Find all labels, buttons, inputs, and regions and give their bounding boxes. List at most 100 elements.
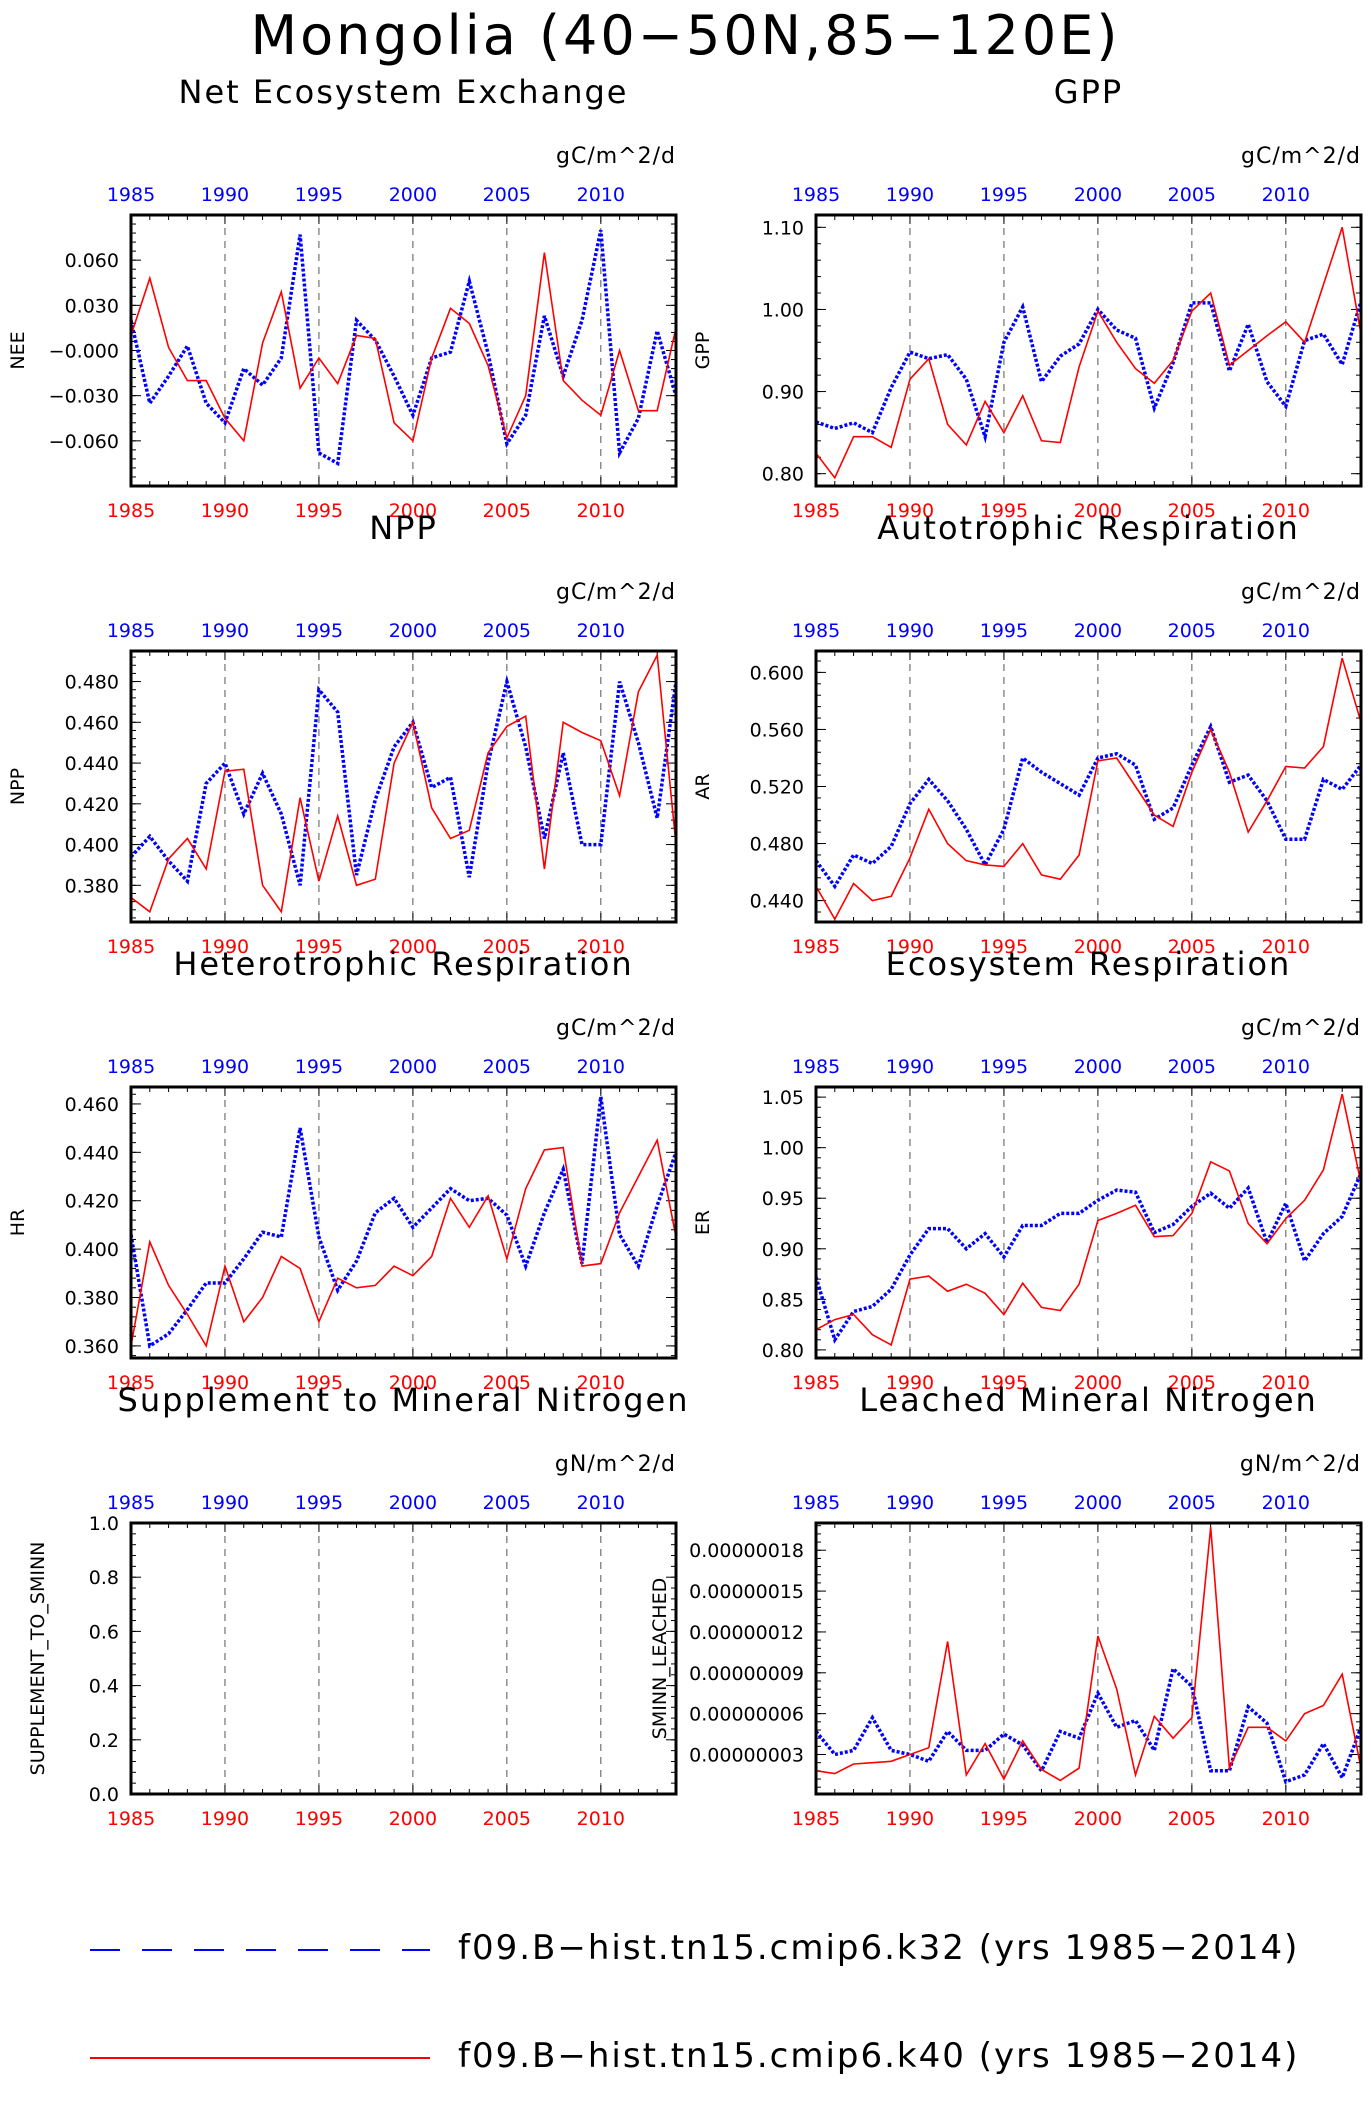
panel-sminn-leached: Leached Mineral Nitrogen gN/m^2/d 1985 1985… — [649, 1381, 1363, 1830]
panel-units: gC/m^2/d — [1241, 144, 1361, 169]
x-tick-label-bottom: 2005 — [483, 936, 531, 958]
x-tick-label-bottom: 1990 — [886, 1808, 934, 1830]
x-tick-label-bottom: 1990 — [886, 500, 934, 522]
x-tick-label-bottom: 1990 — [201, 936, 249, 958]
y-axis-label: SMINN_LEACHED — [649, 1578, 671, 1739]
x-tick-label-top: 2000 — [389, 1056, 437, 1078]
y-tick-label: 0.00000015 — [689, 1581, 804, 1603]
y-tick-label: 1.10 — [762, 217, 804, 239]
panel-npp: NPP gC/m^2/d 1985 1985 1990 1990 1995 1995 2000 2… — [7, 509, 678, 958]
x-tick-label-bottom: 2000 — [1074, 1372, 1122, 1394]
series-line-k32 — [131, 674, 676, 886]
x-tick-label-top: 2005 — [483, 1056, 531, 1078]
x-tick-label-top: 2010 — [1262, 1492, 1310, 1514]
series-line-k32 — [816, 721, 1361, 890]
series-line-k40 — [131, 252, 676, 443]
y-tick-label: 0.4 — [89, 1676, 119, 1698]
x-tick-label-top: 2010 — [1262, 184, 1310, 206]
x-tick-label-bottom: 1995 — [295, 500, 343, 522]
y-tick-label: 0.440 — [65, 753, 119, 775]
y-tick-label: 0.90 — [762, 382, 804, 404]
y-tick-label: 0.480 — [65, 672, 119, 694]
panel-supplement-to-sminn: Supplement to Mineral Nitrogen gN/m^2/d 19… — [27, 1381, 687, 1830]
legend-swatch-solid — [90, 2057, 430, 2059]
x-tick-label-bottom: 2005 — [483, 1372, 531, 1394]
x-tick-label-top: 2000 — [1074, 1492, 1122, 1514]
x-tick-label-top: 1985 — [792, 184, 840, 206]
panel-title: Autotrophic Respiration — [877, 509, 1300, 547]
x-tick-label-top: 1995 — [980, 1492, 1028, 1514]
x-tick-label-top: 2000 — [1074, 1056, 1122, 1078]
plot-frame — [814, 1521, 1363, 1796]
panel-units: gN/m^2/d — [555, 1452, 676, 1477]
legend-swatch-dashed — [90, 1949, 430, 1951]
x-tick-label-bottom: 2005 — [1168, 936, 1216, 958]
series-line-k32 — [131, 1096, 676, 1349]
x-tick-label-top: 2000 — [389, 1492, 437, 1514]
y-tick-label: 0.00000018 — [689, 1540, 804, 1562]
x-tick-label-bottom: 2005 — [483, 500, 531, 522]
y-tick-label: 0.420 — [65, 1191, 119, 1213]
x-tick-label-top: 2010 — [577, 620, 625, 642]
x-tick-label-top: 1995 — [295, 184, 343, 206]
y-tick-label: 0.380 — [65, 1288, 119, 1310]
x-tick-label-bottom: 1985 — [792, 1372, 840, 1394]
x-tick-label-bottom: 1985 — [792, 936, 840, 958]
plot-frame — [814, 1085, 1363, 1360]
x-tick-label-top: 1985 — [107, 620, 155, 642]
x-tick-label-bottom: 1985 — [107, 500, 155, 522]
y-tick-label: 1.00 — [762, 1138, 804, 1160]
x-tick-label-top: 1985 — [107, 1056, 155, 1078]
x-tick-label-bottom: 1985 — [792, 500, 840, 522]
x-tick-label-bottom: 1985 — [107, 936, 155, 958]
x-tick-label-bottom: 1990 — [886, 936, 934, 958]
x-tick-label-top: 2005 — [483, 620, 531, 642]
x-tick-label-bottom: 2010 — [577, 936, 625, 958]
panel-gpp: GPP gC/m^2/d 1985 1985 1990 1990 1995 1995 2000 2… — [692, 73, 1363, 522]
x-tick-label-top: 1985 — [792, 1056, 840, 1078]
y-tick-label: 0.00000006 — [689, 1704, 804, 1726]
x-tick-label-bottom: 1985 — [107, 1808, 155, 1830]
panel-hr: Heterotrophic Respiration gC/m^2/d 1985 198… — [7, 945, 678, 1394]
x-tick-label-bottom: 2005 — [1168, 500, 1216, 522]
x-tick-label-top: 1990 — [201, 1492, 249, 1514]
x-tick-label-bottom: 2000 — [389, 936, 437, 958]
x-tick-label-top: 2000 — [1074, 184, 1122, 206]
plot-frame — [129, 1521, 678, 1796]
series-line-k32 — [131, 229, 676, 467]
x-tick-label-bottom: 1995 — [980, 936, 1028, 958]
y-tick-label: 0.80 — [762, 464, 804, 486]
y-tick-label: 1.0 — [89, 1513, 119, 1535]
x-tick-label-bottom: 2010 — [1262, 1808, 1310, 1830]
x-tick-label-top: 2005 — [1168, 1492, 1216, 1514]
y-tick-label: 0.060 — [65, 250, 119, 272]
plot-frame — [129, 1085, 678, 1360]
y-tick-label: 0.420 — [65, 794, 119, 816]
x-tick-label-bottom: 1985 — [107, 1372, 155, 1394]
y-tick-label: 0.90 — [762, 1239, 804, 1261]
y-tick-label: 0.8 — [89, 1567, 119, 1589]
legend-label-k40: f09.B−hist.tn15.cmip6.k40 (yrs 1985−2014… — [458, 2036, 1300, 2076]
y-tick-label: 0.480 — [750, 834, 804, 856]
x-tick-label-top: 1990 — [886, 1056, 934, 1078]
panel-title: Ecosystem Respiration — [886, 945, 1292, 983]
legend-label-k32: f09.B−hist.tn15.cmip6.k32 (yrs 1985−2014… — [458, 1928, 1300, 1968]
y-axis-label: NPP — [7, 768, 29, 805]
y-tick-label: 1.00 — [762, 299, 804, 321]
series-line-k32 — [816, 1172, 1361, 1344]
y-axis-label: ER — [692, 1210, 714, 1235]
plot-frame — [129, 213, 678, 488]
x-tick-label-bottom: 1990 — [886, 1372, 934, 1394]
y-tick-label: 0.00000009 — [689, 1663, 804, 1685]
x-tick-label-top: 1985 — [107, 184, 155, 206]
x-tick-label-bottom: 1985 — [792, 1808, 840, 1830]
x-tick-label-bottom: 2010 — [577, 1372, 625, 1394]
y-tick-label: 0.00000003 — [689, 1745, 804, 1767]
y-tick-label: 1.05 — [762, 1087, 804, 1109]
y-tick-label: 0.400 — [65, 835, 119, 857]
y-tick-label: 0.440 — [750, 891, 804, 913]
x-tick-label-top: 1995 — [295, 620, 343, 642]
legend-item-k32: f09.B−hist.tn15.cmip6.k32 (yrs 1985−2014… — [90, 1920, 1350, 1980]
series-line-k40 — [816, 1527, 1361, 1782]
x-tick-label-top: 2000 — [389, 184, 437, 206]
